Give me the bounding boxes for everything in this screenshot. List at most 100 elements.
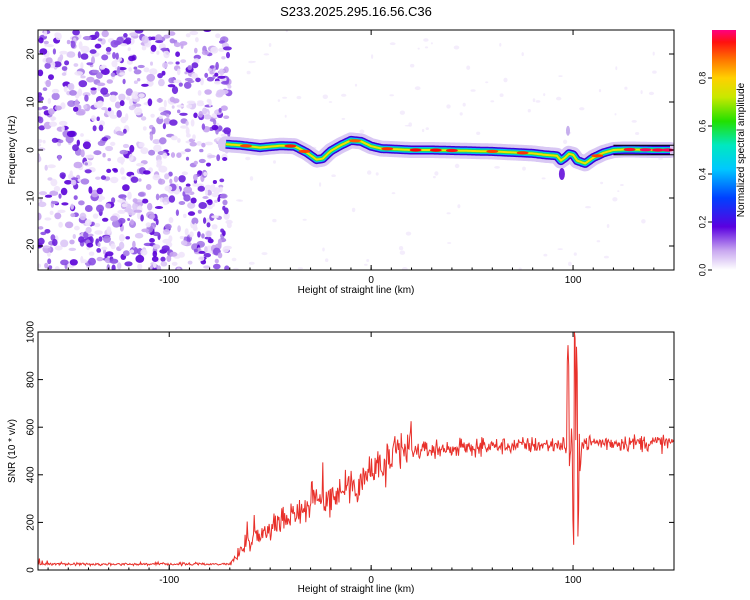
noise-blob bbox=[191, 217, 199, 225]
noise-blob bbox=[424, 46, 429, 49]
noise-blob bbox=[82, 36, 92, 41]
noise-blob bbox=[191, 62, 199, 69]
noise-blob bbox=[74, 99, 80, 108]
noise-blob bbox=[64, 60, 70, 66]
noise-blob bbox=[184, 148, 191, 153]
noise-blob bbox=[163, 99, 167, 108]
noise-blob bbox=[408, 122, 413, 127]
ridge-hotspot bbox=[486, 149, 499, 153]
noise-blob bbox=[69, 239, 75, 245]
noise-blob bbox=[170, 152, 176, 158]
noise-blob bbox=[127, 47, 131, 52]
noise-blob bbox=[218, 40, 226, 44]
noise-blob bbox=[54, 245, 63, 251]
noise-blob bbox=[106, 79, 114, 84]
noise-blob bbox=[133, 103, 142, 107]
ridge-hotspot bbox=[240, 144, 252, 148]
noise-blob bbox=[118, 217, 126, 224]
noise-blob bbox=[105, 251, 114, 257]
noise-blob bbox=[201, 50, 209, 56]
noise-blob bbox=[272, 218, 277, 223]
noise-blob bbox=[222, 46, 232, 51]
ridge-hotspot bbox=[516, 151, 529, 155]
noise-blob bbox=[603, 255, 609, 259]
noise-blob bbox=[54, 266, 60, 270]
x-tick-label: 100 bbox=[565, 575, 582, 586]
noise-blob bbox=[410, 63, 415, 68]
noise-blob bbox=[169, 251, 178, 257]
noise-blob bbox=[179, 151, 186, 155]
noise-blob bbox=[80, 256, 84, 264]
noise-blob bbox=[109, 114, 118, 119]
noise-blob bbox=[389, 94, 395, 97]
noise-blob bbox=[111, 264, 116, 270]
noise-blob bbox=[341, 93, 347, 97]
noise-blob bbox=[130, 219, 134, 226]
noise-blob bbox=[88, 186, 93, 194]
noise-blob bbox=[218, 107, 222, 113]
snr-frame bbox=[37, 331, 675, 571]
noise-blob bbox=[434, 171, 439, 176]
noise-blob bbox=[196, 101, 205, 107]
noise-blob bbox=[92, 125, 97, 132]
noise-blob bbox=[186, 100, 196, 105]
noise-blob bbox=[45, 44, 54, 48]
noise-blob bbox=[222, 157, 228, 161]
noise-blob bbox=[80, 53, 89, 60]
noise-blob bbox=[178, 82, 183, 87]
noise-blob bbox=[206, 98, 211, 103]
noise-blob bbox=[74, 71, 84, 76]
spectrogram-ridge bbox=[217, 125, 674, 180]
noise-blob bbox=[76, 139, 81, 146]
noise-blob bbox=[110, 176, 119, 184]
noise-blob bbox=[116, 110, 122, 118]
noise-blob bbox=[197, 185, 205, 192]
noise-blob bbox=[203, 114, 212, 120]
noise-blob bbox=[61, 202, 69, 206]
noise-blob bbox=[466, 65, 471, 70]
noise-blob bbox=[164, 173, 170, 180]
noise-blob bbox=[164, 185, 173, 192]
noise-blob bbox=[423, 38, 429, 42]
noise-blob bbox=[146, 73, 155, 82]
noise-blob bbox=[79, 212, 87, 221]
noise-blob bbox=[129, 144, 135, 153]
noise-blob bbox=[60, 239, 69, 248]
noise-blob bbox=[186, 104, 193, 109]
noise-blob bbox=[490, 100, 495, 103]
noise-blob bbox=[110, 72, 116, 77]
noise-blob bbox=[134, 232, 144, 239]
noise-blob bbox=[43, 30, 48, 37]
ridge-hotspot bbox=[298, 149, 311, 153]
noise-blob bbox=[96, 72, 103, 79]
noise-blob bbox=[66, 51, 76, 58]
noise-blob bbox=[166, 113, 170, 118]
noise-blob bbox=[249, 176, 254, 181]
noise-blob bbox=[192, 134, 196, 140]
noise-blob bbox=[180, 43, 184, 49]
noise-blob bbox=[119, 149, 129, 155]
noise-blob bbox=[84, 169, 92, 174]
snr-series-line bbox=[38, 332, 674, 568]
noise-blob bbox=[117, 66, 121, 74]
noise-blob bbox=[371, 54, 374, 59]
noise-blob bbox=[39, 48, 48, 55]
noise-blob bbox=[109, 258, 119, 264]
noise-blob bbox=[163, 201, 168, 206]
noise-blob bbox=[70, 40, 76, 49]
noise-blob bbox=[399, 250, 406, 255]
noise-blob bbox=[102, 152, 106, 158]
noise-blob bbox=[98, 124, 104, 132]
noise-blob bbox=[38, 212, 42, 221]
noise-blob bbox=[86, 76, 95, 83]
noise-blob bbox=[194, 47, 198, 54]
noise-blob bbox=[183, 186, 193, 194]
noise-blob bbox=[105, 46, 112, 53]
noise-blob bbox=[193, 223, 198, 230]
noise-blob bbox=[96, 116, 100, 122]
noise-blob bbox=[110, 243, 116, 250]
noise-blob bbox=[93, 150, 102, 156]
noise-blob bbox=[140, 214, 144, 222]
noise-blob bbox=[263, 53, 270, 56]
